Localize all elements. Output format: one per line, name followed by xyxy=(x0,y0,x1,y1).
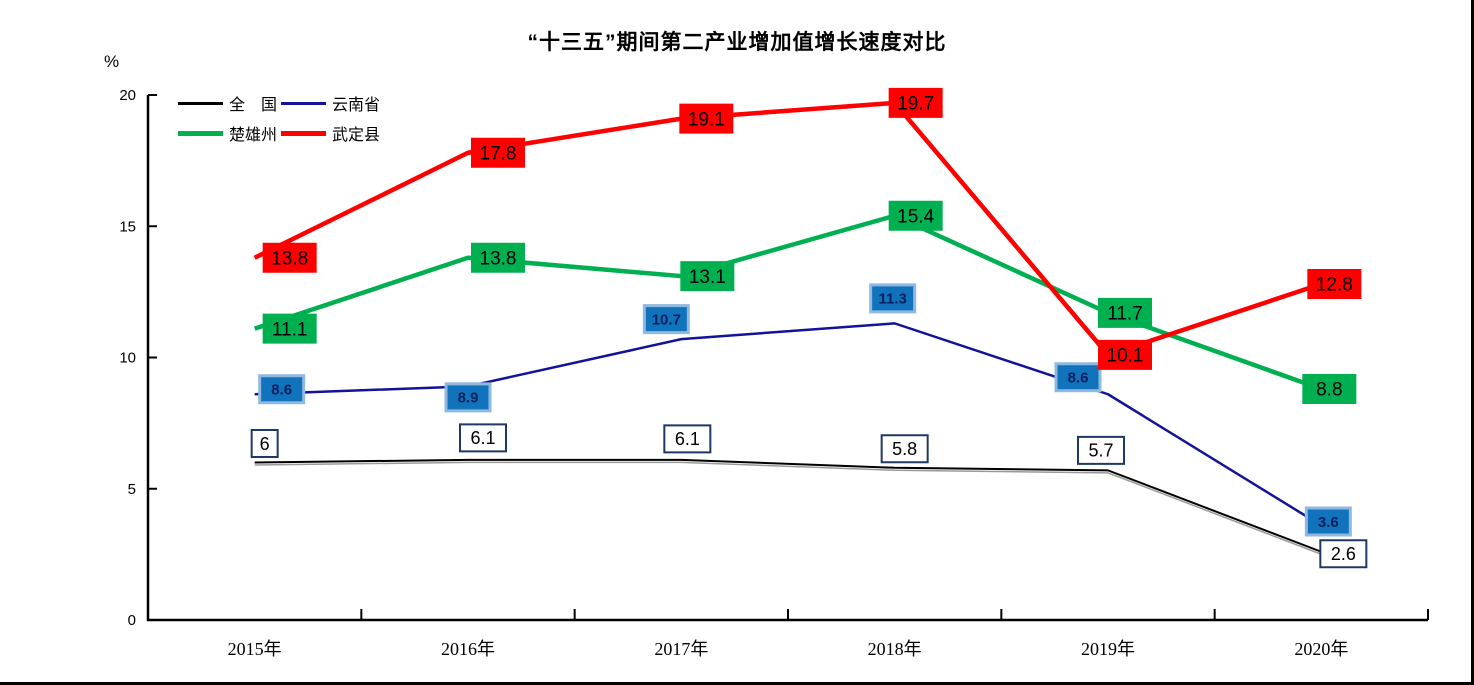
data-label-value: 11.7 xyxy=(1107,304,1143,325)
legend-item-yunnan: 云南省 xyxy=(281,91,384,115)
x-axis-label: 2015年 xyxy=(228,639,282,659)
data-label-box xyxy=(1319,539,1368,569)
data-label-box xyxy=(1098,339,1152,370)
series-line-全 国 xyxy=(254,458,1322,553)
legend-line-sample-yunnan xyxy=(281,101,326,105)
data-label-value: 13.8 xyxy=(271,248,308,269)
legend-item-chuxiong: 楚雄州 xyxy=(178,121,281,145)
legend-label: 楚雄州 xyxy=(229,127,278,144)
data-label-box xyxy=(1098,297,1152,328)
y-axis-tick-label: 20 xyxy=(119,87,136,104)
data-label-box xyxy=(869,283,917,314)
data-label-value: 8.8 xyxy=(1316,380,1342,401)
data-label-box xyxy=(471,242,525,273)
data-label-value: 10.1 xyxy=(1107,346,1144,367)
legend-row: 全 国 云南省 xyxy=(178,88,384,118)
data-label-value: 5.7 xyxy=(1088,441,1113,461)
data-label-value: 8.6 xyxy=(271,382,292,399)
y-axis-tick-label: 0 xyxy=(128,612,136,629)
series-line-云南省 xyxy=(254,322,1322,527)
data-label-box xyxy=(888,200,943,231)
chart-title: “十三五”期间第二产业增加值增长速度对比 xyxy=(527,31,947,54)
data-label-box xyxy=(262,242,317,273)
legend-line-sample-national xyxy=(178,101,223,105)
data-label-box xyxy=(1304,506,1352,537)
data-label-box xyxy=(1077,435,1125,465)
data-label-box xyxy=(1054,362,1102,393)
data-label-value: 6.1 xyxy=(675,429,700,449)
data-label-box xyxy=(471,137,525,168)
x-axis-label: 2017年 xyxy=(654,639,708,659)
data-label-box xyxy=(1307,269,1362,299)
data-label-box xyxy=(663,424,712,454)
series-line-楚雄州 xyxy=(253,213,1323,392)
data-label-value: 13.1 xyxy=(689,267,726,288)
data-label-value: 19.7 xyxy=(897,94,934,115)
data-label-value: 8.6 xyxy=(1068,370,1089,387)
y-axis-unit-label: % xyxy=(104,52,120,71)
data-label-value: 5.8 xyxy=(892,439,917,459)
x-axis-label: 2016年 xyxy=(441,639,495,659)
data-label-value: 2.6 xyxy=(1331,544,1356,564)
series-line-武定县 xyxy=(253,100,1323,358)
legend-label: 武定县 xyxy=(332,127,381,144)
x-axis-label: 2020年 xyxy=(1294,639,1348,659)
legend-line-sample-wuding xyxy=(281,130,326,136)
data-label-box xyxy=(262,313,317,344)
data-label-box xyxy=(888,87,943,118)
data-label-value: 17.8 xyxy=(480,143,517,164)
chart-legend: 全 国 云南省 楚雄州 武定县 xyxy=(178,88,384,148)
data-label-box xyxy=(642,304,690,335)
legend-label: 云南省 xyxy=(332,97,381,114)
data-label-box xyxy=(679,103,734,134)
data-label-box xyxy=(250,429,279,458)
data-label-value: 13.8 xyxy=(480,248,517,269)
data-label-box xyxy=(444,382,492,413)
y-axis-tick-label: 5 xyxy=(128,481,136,498)
data-label-value: 12.8 xyxy=(1316,275,1353,296)
legend-item-national: 全 国 xyxy=(178,91,281,115)
x-axis-label: 2019年 xyxy=(1081,639,1135,659)
data-label-value: 11.3 xyxy=(878,291,906,308)
data-label-box xyxy=(680,261,735,292)
legend-item-wuding: 武定县 xyxy=(281,121,384,145)
data-label-value: 8.9 xyxy=(458,390,479,407)
x-axis-label: 2018年 xyxy=(868,639,922,659)
data-label-value: 6.1 xyxy=(470,428,495,448)
data-label-box xyxy=(1302,374,1357,404)
legend-label: 全 国 xyxy=(229,97,278,114)
data-label-box xyxy=(459,423,507,453)
data-label-value: 15.4 xyxy=(897,206,934,227)
data-label-value: 19.1 xyxy=(688,109,725,130)
data-label-box xyxy=(880,434,929,464)
data-label-value: 10.7 xyxy=(652,311,681,328)
data-label-value: 3.6 xyxy=(1318,514,1339,531)
y-axis-tick-label: 10 xyxy=(119,350,136,367)
y-axis-tick-label: 15 xyxy=(119,218,136,235)
series-line-shadow xyxy=(254,461,1322,555)
legend-line-sample-chuxiong xyxy=(178,130,223,136)
data-label-box xyxy=(258,374,306,405)
legend-row: 楚雄州 武定县 xyxy=(178,118,384,148)
data-label-value: 11.1 xyxy=(272,319,308,340)
data-label-value: 6 xyxy=(260,434,270,454)
